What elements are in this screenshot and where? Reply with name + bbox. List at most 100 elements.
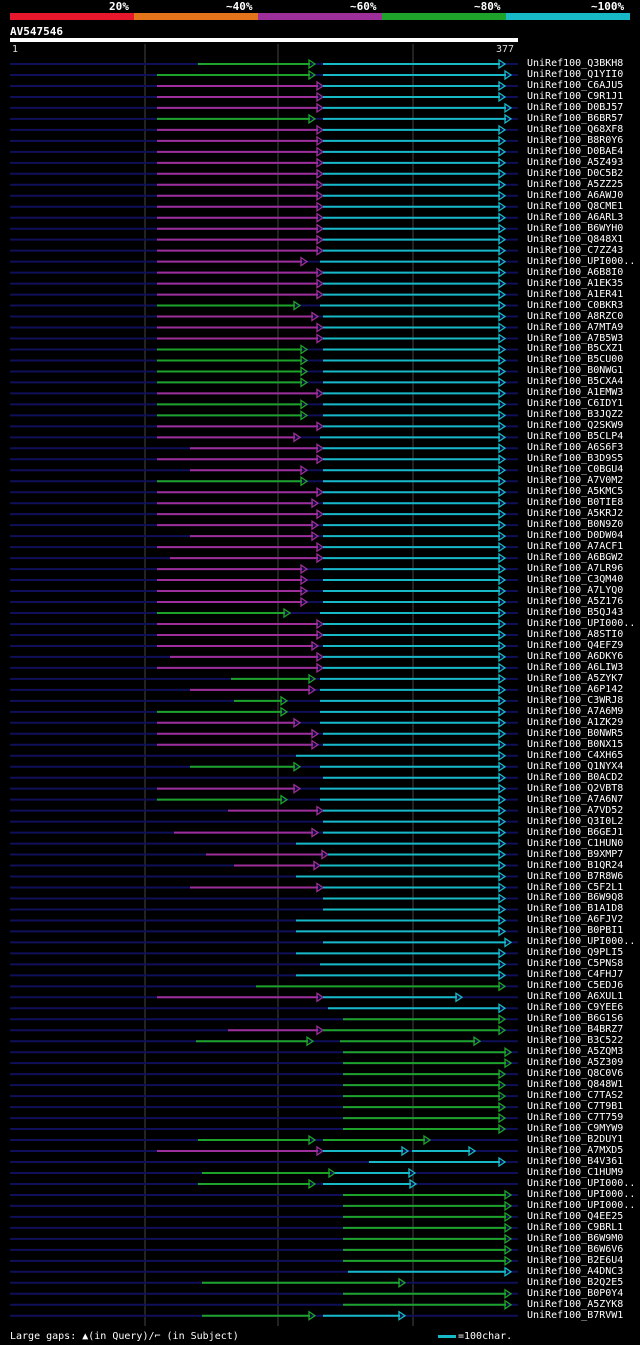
hit-label[interactable]: UniRef100_B3C522 — [527, 1035, 624, 1047]
hit-label[interactable]: UniRef100_A8STI0 — [527, 628, 624, 640]
hit-label[interactable]: UniRef100_B0ACD2 — [527, 771, 624, 783]
hit-label[interactable]: UniRef100_Q1YII0 — [527, 68, 624, 80]
hit-label[interactable]: UniRef100_A6FJV2 — [527, 914, 624, 926]
hit-label[interactable]: UniRef100_A5KRJ2 — [527, 508, 624, 520]
hit-label[interactable]: UniRef100_C9YEE6 — [527, 1002, 624, 1014]
hit-label[interactable]: UniRef100_A6ARL3 — [527, 211, 624, 223]
hit-label[interactable]: UniRef100_B5CLP4 — [527, 431, 624, 443]
hit-label[interactable]: UniRef100_D0BAE4 — [527, 145, 624, 157]
hit-label[interactable]: UniRef100_C7ZZ43 — [527, 244, 624, 256]
hit-label[interactable]: UniRef100_UPI000.. — [527, 1188, 636, 1200]
hit-label[interactable]: UniRef100_Q3I0L2 — [527, 815, 624, 827]
hit-label[interactable]: UniRef100_A5ZQM3 — [527, 1046, 624, 1058]
hit-label[interactable]: UniRef100_A1EMW3 — [527, 387, 624, 399]
hit-label[interactable]: UniRef100_B2Q2E5 — [527, 1276, 624, 1288]
hit-label[interactable]: UniRef100_A1ER41 — [527, 288, 624, 300]
hit-label[interactable]: UniRef100_UPI000.. — [527, 936, 636, 948]
hit-label[interactable]: UniRef100_A1EK35 — [527, 277, 624, 289]
hit-label[interactable]: UniRef100_UPI000.. — [527, 255, 636, 267]
hit-label[interactable]: UniRef100_A6S6F3 — [527, 442, 624, 454]
hit-label[interactable]: UniRef100_C7T9B1 — [527, 1101, 624, 1113]
hit-label[interactable]: UniRef100_B6W6V6 — [527, 1243, 624, 1255]
hit-label[interactable]: UniRef100_A8RZC0 — [527, 310, 624, 322]
hit-label[interactable]: UniRef100_B6GEJ1 — [527, 826, 624, 838]
hit-label[interactable]: UniRef100_C9MYW9 — [527, 1123, 624, 1135]
hit-label[interactable]: UniRef100_Q9PLI5 — [527, 947, 624, 959]
hit-label[interactable]: UniRef100_Q1NYX4 — [527, 760, 624, 772]
hit-label[interactable]: UniRef100_C1HUM9 — [527, 1166, 624, 1178]
hit-label[interactable]: UniRef100_A6BGW2 — [527, 552, 624, 564]
hit-label[interactable]: UniRef100_A7A6N7 — [527, 793, 624, 805]
hit-label[interactable]: UniRef100_B0PBI1 — [527, 925, 624, 937]
hit-label[interactable]: UniRef100_B5CXA4 — [527, 376, 624, 388]
hit-label[interactable]: UniRef100_A6DKY6 — [527, 650, 624, 662]
hit-label[interactable]: UniRef100_UPI000.. — [527, 617, 636, 629]
hit-label[interactable]: UniRef100_A4DNC3 — [527, 1265, 624, 1277]
hit-label[interactable]: UniRef100_A5Z493 — [527, 156, 624, 168]
hit-label[interactable]: UniRef100_A5ZYK8 — [527, 1298, 624, 1310]
hit-label[interactable]: UniRef100_Q8CME1 — [527, 200, 624, 212]
hit-label[interactable]: UniRef100_A5ZZ25 — [527, 178, 624, 190]
hit-label[interactable]: UniRef100_A7V0M2 — [527, 475, 624, 487]
hit-label[interactable]: UniRef100_D0DW04 — [527, 530, 624, 542]
hit-label[interactable]: UniRef100_B6G1S6 — [527, 1013, 624, 1025]
hit-label[interactable]: UniRef100_Q8C0V6 — [527, 1068, 624, 1080]
hit-label[interactable]: UniRef100_C5F2L1 — [527, 881, 624, 893]
hit-label[interactable]: UniRef100_B2DUY1 — [527, 1134, 624, 1146]
hit-label[interactable]: UniRef100_C7TAS2 — [527, 1090, 624, 1102]
hit-label[interactable]: UniRef100_D0BJ57 — [527, 101, 624, 113]
hit-label[interactable]: UniRef100_A7VD52 — [527, 804, 624, 816]
hit-label[interactable]: UniRef100_B6W9Q8 — [527, 892, 624, 904]
hit-label[interactable]: UniRef100_C6AJU5 — [527, 79, 624, 91]
hit-label[interactable]: UniRef100_A7ACF1 — [527, 541, 624, 553]
hit-label[interactable]: UniRef100_B4BRZ7 — [527, 1024, 624, 1036]
hit-label[interactable]: UniRef100_C4XH65 — [527, 749, 624, 761]
hit-label[interactable]: UniRef100_A7A6M9 — [527, 705, 624, 717]
hit-label[interactable]: UniRef100_B0P0Y4 — [527, 1287, 624, 1299]
hit-label[interactable]: UniRef100_A6P142 — [527, 683, 624, 695]
hit-label[interactable]: UniRef100_A7LR96 — [527, 563, 624, 575]
hit-label[interactable]: UniRef100_C7T759 — [527, 1112, 624, 1124]
hit-label[interactable]: UniRef100_B8R0Y6 — [527, 134, 624, 146]
hit-label[interactable]: UniRef100_A6XUL1 — [527, 991, 624, 1003]
hit-label[interactable]: UniRef100_B5CU00 — [527, 354, 624, 366]
hit-label[interactable]: UniRef100_Q2SKW9 — [527, 420, 624, 432]
hit-label[interactable]: UniRef100_A6AWJ0 — [527, 189, 624, 201]
hit-label[interactable]: UniRef100_C3WRJ8 — [527, 694, 624, 706]
hit-label[interactable]: UniRef100_B9XMP7 — [527, 848, 624, 860]
hit-label[interactable]: UniRef100_C9R1J1 — [527, 90, 624, 102]
hit-label[interactable]: UniRef100_A5Z176 — [527, 596, 624, 608]
hit-label[interactable]: UniRef100_C0BGU4 — [527, 464, 624, 476]
hit-label[interactable]: UniRef100_A1ZK29 — [527, 716, 624, 728]
hit-label[interactable]: UniRef100_C3QM40 — [527, 574, 624, 586]
hit-label[interactable]: UniRef100_Q848X1 — [527, 233, 624, 245]
hit-label[interactable]: UniRef100_D0C5B2 — [527, 167, 624, 179]
hit-label[interactable]: UniRef100_B5CXZ1 — [527, 343, 624, 355]
hit-label[interactable]: UniRef100_Q4EFZ9 — [527, 639, 624, 651]
hit-label[interactable]: UniRef100_A7MXD5 — [527, 1145, 624, 1157]
hit-label[interactable]: UniRef100_A6B8I0 — [527, 266, 624, 278]
hit-label[interactable]: UniRef100_B4V361 — [527, 1156, 624, 1167]
hit-label[interactable]: UniRef100_C5EDJ6 — [527, 980, 624, 992]
hit-label[interactable]: UniRef100_C9BRL1 — [527, 1221, 624, 1233]
hit-label[interactable]: UniRef100_Q2VBT8 — [527, 782, 624, 794]
hit-label[interactable]: UniRef100_Q68XF8 — [527, 123, 624, 135]
hit-label[interactable]: UniRef100_A7MTA9 — [527, 321, 624, 333]
hit-label[interactable]: UniRef100_B1A1D8 — [527, 903, 624, 915]
hit-label[interactable]: UniRef100_A5KMC5 — [527, 486, 624, 498]
hit-label[interactable]: UniRef100_B6BR57 — [527, 112, 624, 124]
hit-label[interactable]: UniRef100_C4FHJ7 — [527, 969, 624, 981]
hit-label[interactable]: UniRef100_Q848W1 — [527, 1079, 624, 1091]
hit-label[interactable]: UniRef100_B7RVW1 — [527, 1309, 624, 1321]
hit-label[interactable]: UniRef100_A7B5W3 — [527, 332, 624, 344]
hit-label[interactable]: UniRef100_A5Z309 — [527, 1057, 624, 1069]
hit-label[interactable]: UniRef100_A7LYQ0 — [527, 585, 624, 597]
hit-label[interactable]: UniRef100_C0BKR3 — [527, 299, 624, 311]
hit-label[interactable]: UniRef100_B0N9Z0 — [527, 519, 624, 531]
hit-label[interactable]: UniRef100_UPI000.. — [527, 1177, 636, 1189]
hit-label[interactable]: UniRef100_B3JQZ2 — [527, 409, 624, 421]
hit-label[interactable]: UniRef100_B6W9M0 — [527, 1232, 624, 1244]
hit-label[interactable]: UniRef100_B3D9S5 — [527, 453, 624, 465]
hit-label[interactable]: UniRef100_B7R8W6 — [527, 870, 624, 882]
hit-label[interactable]: UniRef100_A6LIW3 — [527, 661, 624, 673]
